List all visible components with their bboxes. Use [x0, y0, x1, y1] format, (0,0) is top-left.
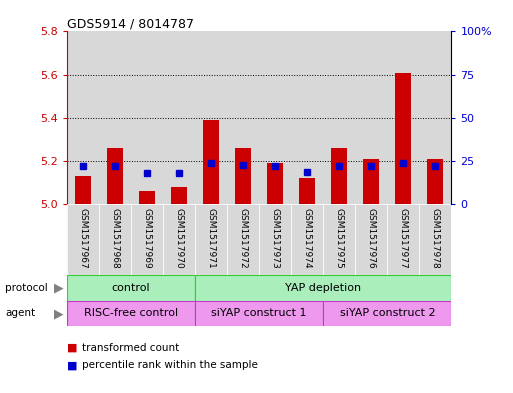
Text: ■: ■ [67, 343, 77, 353]
Text: GSM1517978: GSM1517978 [431, 208, 440, 269]
Bar [163, 204, 195, 275]
Text: GSM1517976: GSM1517976 [367, 208, 376, 269]
Bar [363, 159, 379, 204]
Bar [107, 148, 123, 204]
Text: GSM1517973: GSM1517973 [270, 208, 280, 269]
Bar [259, 31, 291, 204]
Bar [427, 159, 443, 204]
Text: percentile rank within the sample: percentile rank within the sample [82, 360, 258, 371]
Bar [227, 31, 259, 204]
Text: protocol: protocol [5, 283, 48, 293]
Bar [67, 31, 98, 204]
Bar [299, 178, 315, 204]
Bar [195, 31, 227, 204]
Bar [387, 31, 420, 204]
Bar [139, 191, 155, 204]
Text: transformed count: transformed count [82, 343, 180, 353]
Bar [195, 275, 451, 301]
Text: GSM1517972: GSM1517972 [239, 208, 248, 268]
Text: ▶: ▶ [54, 281, 64, 294]
Text: RISC-free control: RISC-free control [84, 309, 178, 318]
Text: control: control [111, 283, 150, 293]
Text: GDS5914 / 8014787: GDS5914 / 8014787 [67, 17, 194, 30]
Bar [355, 31, 387, 204]
Bar [323, 31, 355, 204]
Text: GSM1517975: GSM1517975 [334, 208, 344, 269]
Bar [195, 301, 323, 326]
Bar [203, 120, 219, 204]
Text: ■: ■ [67, 360, 77, 371]
Bar [291, 204, 323, 275]
Bar [396, 72, 411, 204]
Bar [227, 204, 259, 275]
Bar [331, 148, 347, 204]
Bar [291, 31, 323, 204]
Bar [163, 31, 195, 204]
Bar [355, 204, 387, 275]
Text: agent: agent [5, 309, 35, 318]
Bar [195, 204, 227, 275]
Text: GSM1517967: GSM1517967 [78, 208, 87, 269]
Bar [67, 301, 195, 326]
Text: GSM1517974: GSM1517974 [303, 208, 312, 268]
Bar [235, 148, 251, 204]
Bar [98, 31, 131, 204]
Bar [420, 31, 451, 204]
Bar [259, 204, 291, 275]
Bar [387, 204, 420, 275]
Bar [67, 204, 98, 275]
Text: YAP depletion: YAP depletion [285, 283, 361, 293]
Bar [267, 163, 283, 204]
Bar [420, 204, 451, 275]
Text: GSM1517968: GSM1517968 [110, 208, 120, 269]
Text: siYAP construct 2: siYAP construct 2 [340, 309, 435, 318]
Bar [75, 176, 91, 204]
Text: siYAP construct 1: siYAP construct 1 [211, 309, 307, 318]
Bar [131, 31, 163, 204]
Text: GSM1517977: GSM1517977 [399, 208, 408, 269]
Text: ▶: ▶ [54, 307, 64, 320]
Text: GSM1517970: GSM1517970 [174, 208, 184, 269]
Bar [131, 204, 163, 275]
Text: GSM1517969: GSM1517969 [142, 208, 151, 269]
Bar [171, 187, 187, 204]
Bar [323, 301, 451, 326]
Bar [98, 204, 131, 275]
Bar [67, 275, 195, 301]
Bar [323, 204, 355, 275]
Text: GSM1517971: GSM1517971 [206, 208, 215, 269]
